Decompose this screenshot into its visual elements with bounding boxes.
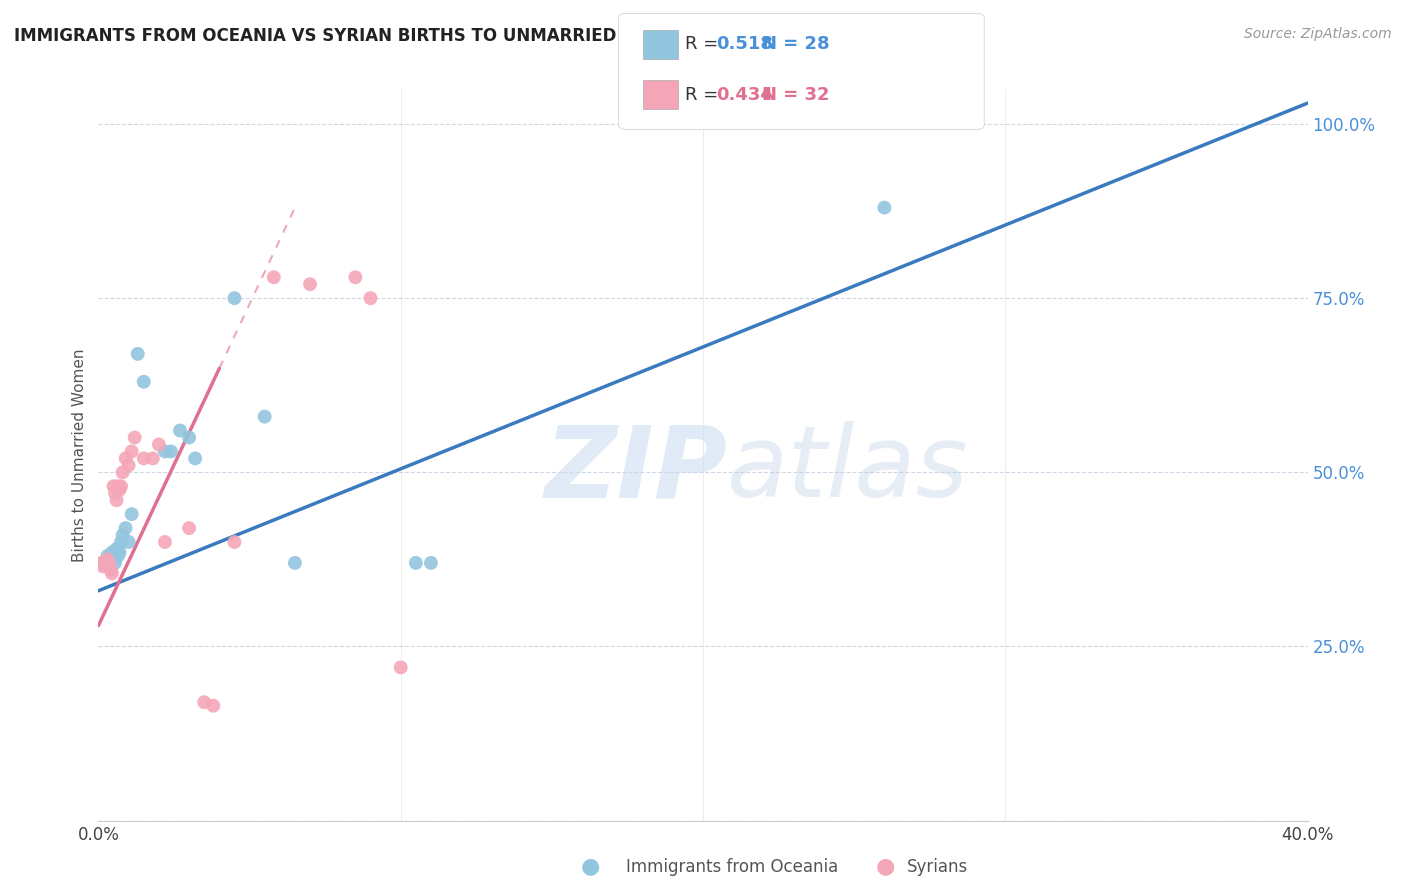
Point	[96, 549, 118, 563]
Point	[160, 444, 183, 458]
Text: atlas: atlas	[727, 421, 969, 518]
Point	[127, 347, 149, 361]
Point	[121, 507, 143, 521]
Text: ZIP: ZIP	[544, 421, 727, 518]
Point	[132, 375, 155, 389]
Point	[132, 451, 155, 466]
Point	[101, 566, 124, 581]
Point	[111, 466, 134, 480]
Point	[142, 451, 165, 466]
Point	[344, 270, 367, 285]
Point	[224, 535, 246, 549]
Point	[96, 552, 118, 566]
Text: Syrians: Syrians	[907, 858, 969, 876]
Point	[148, 437, 170, 451]
Point	[121, 444, 143, 458]
Point	[202, 698, 225, 713]
Point	[263, 270, 285, 285]
Point	[299, 277, 322, 292]
Point	[193, 695, 215, 709]
Point	[98, 556, 121, 570]
Point	[90, 556, 112, 570]
Text: R =: R =	[685, 36, 724, 54]
Point	[108, 545, 131, 559]
Point	[253, 409, 276, 424]
Text: IMMIGRANTS FROM OCEANIA VS SYRIAN BIRTHS TO UNMARRIED WOMEN CORRELATION CHART: IMMIGRANTS FROM OCEANIA VS SYRIAN BIRTHS…	[14, 27, 901, 45]
Point	[103, 479, 125, 493]
Text: 0.434: 0.434	[716, 86, 772, 103]
Point	[179, 521, 201, 535]
Point	[114, 521, 136, 535]
Text: Source: ZipAtlas.com: Source: ZipAtlas.com	[1244, 27, 1392, 41]
Point	[110, 535, 132, 549]
Point	[104, 556, 127, 570]
Point	[169, 424, 191, 438]
Point	[100, 552, 122, 566]
Point	[284, 556, 307, 570]
Point	[389, 660, 412, 674]
Point	[153, 444, 176, 458]
Point	[179, 430, 201, 444]
Point	[360, 291, 382, 305]
Y-axis label: Births to Unmarried Women: Births to Unmarried Women	[72, 348, 87, 562]
Point	[110, 479, 132, 493]
Point	[100, 563, 122, 577]
Point	[108, 483, 131, 497]
Point	[111, 528, 134, 542]
Point	[91, 559, 114, 574]
Point	[107, 479, 129, 493]
Point	[873, 201, 896, 215]
Point	[118, 535, 141, 549]
Point	[101, 545, 124, 559]
Text: ●: ●	[876, 856, 896, 876]
Point	[420, 556, 443, 570]
Point	[405, 556, 427, 570]
Text: Immigrants from Oceania: Immigrants from Oceania	[626, 858, 838, 876]
Point	[105, 541, 128, 556]
Point	[93, 556, 115, 570]
Point	[98, 559, 121, 574]
Text: R =: R =	[685, 86, 724, 103]
Point	[94, 556, 117, 570]
Point	[153, 535, 176, 549]
Point	[118, 458, 141, 473]
Point	[114, 451, 136, 466]
Point	[107, 549, 129, 563]
Point	[184, 451, 207, 466]
Point	[224, 291, 246, 305]
Point	[105, 493, 128, 508]
Point	[124, 430, 146, 444]
Text: N = 32: N = 32	[762, 86, 830, 103]
Text: 0.518: 0.518	[716, 36, 773, 54]
Text: ●: ●	[581, 856, 600, 876]
Point	[103, 549, 125, 563]
Point	[93, 556, 115, 570]
Text: N = 28: N = 28	[762, 36, 830, 54]
Point	[104, 486, 127, 500]
